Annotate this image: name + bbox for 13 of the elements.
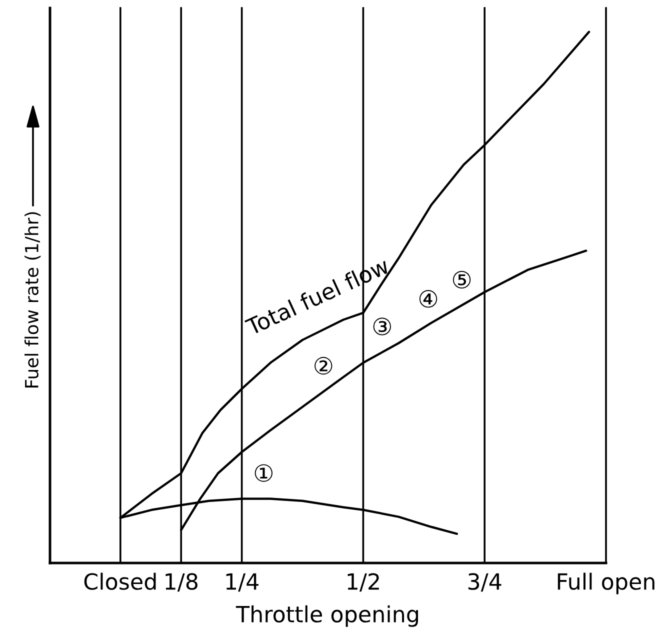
x-tick-label: Full open: [558, 572, 654, 594]
x-tick-label: 1/8: [166, 573, 198, 592]
x-tick-label: 1/2: [348, 573, 379, 592]
annotation: ②: [314, 356, 332, 375]
x-axis-title: Throttle opening: [236, 605, 418, 627]
y-axis-title: Fuel flow rate (1/hr): [24, 212, 41, 388]
x-tick-label: Closed: [84, 572, 156, 590]
x-tick-label: 1/4: [226, 573, 258, 592]
annotation: ④: [419, 290, 438, 308]
annotation: ①: [254, 464, 272, 482]
x-tick-label: 3/4: [468, 573, 502, 592]
annotation: ③: [373, 318, 391, 336]
annotation: ⑤: [452, 270, 471, 289]
